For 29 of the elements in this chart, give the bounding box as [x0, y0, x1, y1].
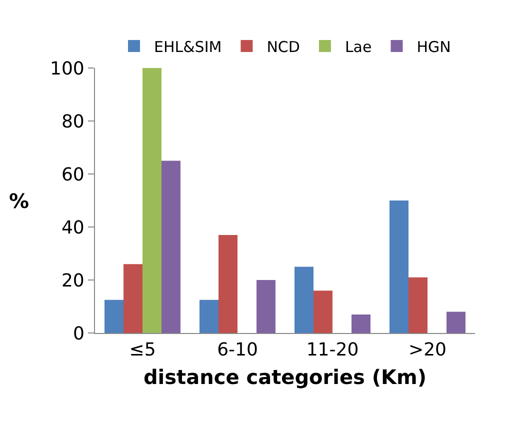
bar: [294, 266, 314, 333]
y-tick-label: 0: [72, 323, 84, 344]
legend-label: EHL&SIM: [154, 38, 222, 56]
legend-label: NCD: [266, 38, 300, 56]
x-tick-label: 6-10: [217, 340, 258, 361]
y-tick-label: 40: [61, 217, 84, 238]
bar: [218, 234, 238, 333]
y-tick-label: 80: [61, 111, 84, 132]
y-axis-title: %: [9, 189, 30, 213]
bar: [256, 280, 276, 333]
bar: [124, 264, 142, 333]
bar: [200, 300, 218, 333]
bar: [352, 314, 370, 333]
x-axis-title: distance categories (Km): [143, 365, 427, 390]
y-tick-label: 60: [61, 164, 84, 186]
y-tick-label: 100: [50, 58, 84, 80]
bar: [104, 300, 124, 333]
bar: [314, 290, 332, 333]
bar: [390, 200, 408, 333]
x-tick-label: >20: [408, 340, 446, 361]
x-tick-label: ≤5: [129, 340, 156, 361]
bar: [408, 277, 428, 333]
bar: [162, 160, 180, 333]
bar: [446, 312, 466, 333]
bar: [142, 68, 162, 333]
legend-label: Lae: [344, 38, 372, 56]
y-tick-label: 20: [61, 270, 84, 292]
x-tick-label: 11-20: [306, 340, 359, 361]
legend-label: HGN: [416, 38, 451, 56]
